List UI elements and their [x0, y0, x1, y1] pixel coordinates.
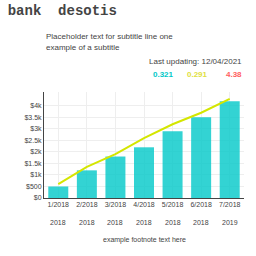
svg-text:bank desotis: bank desotis	[8, 3, 117, 19]
svg-text:Last updating: 12/04/2021: Last updating: 12/04/2021	[149, 57, 242, 66]
svg-text:$0: $0	[34, 194, 42, 201]
svg-text:Placeholder text for subtitle: Placeholder text for subtitle line one	[46, 32, 173, 41]
svg-text:$2k: $2k	[30, 148, 42, 155]
svg-text:3/2018: 3/2018	[105, 201, 127, 208]
svg-text:2018: 2018	[50, 219, 66, 226]
svg-text:4/2018: 4/2018	[133, 201, 155, 208]
svg-text:$4k: $4k	[30, 102, 42, 109]
svg-text:$1.5k: $1.5k	[24, 160, 42, 167]
svg-text:2018: 2018	[79, 219, 95, 226]
svg-text:2/2018: 2/2018	[76, 201, 98, 208]
svg-text:7/2018: 7/2018	[219, 201, 241, 208]
svg-text:$3k: $3k	[30, 125, 42, 132]
svg-text:5/2018: 5/2018	[162, 201, 184, 208]
svg-text:2018: 2018	[107, 219, 123, 226]
svg-text:0.291: 0.291	[187, 70, 208, 79]
svg-text:2018: 2018	[165, 219, 181, 226]
svg-text:$1k: $1k	[30, 171, 42, 178]
svg-text:example footnote text here: example footnote text here	[103, 236, 186, 244]
svg-text:6/2018: 6/2018	[190, 201, 212, 208]
svg-text:0.321: 0.321	[153, 70, 174, 79]
svg-text:2018: 2018	[136, 219, 152, 226]
svg-text:$3.5k: $3.5k	[24, 114, 42, 121]
svg-text:$2.5k: $2.5k	[24, 137, 42, 144]
svg-text:$500: $500	[26, 183, 42, 190]
svg-text:example of a subtitle: example of a subtitle	[46, 43, 120, 52]
svg-text:2018: 2018	[193, 219, 209, 226]
svg-text:1/2018: 1/2018	[48, 201, 70, 208]
svg-text:4.38: 4.38	[226, 70, 242, 79]
svg-text:2019: 2019	[222, 219, 238, 226]
